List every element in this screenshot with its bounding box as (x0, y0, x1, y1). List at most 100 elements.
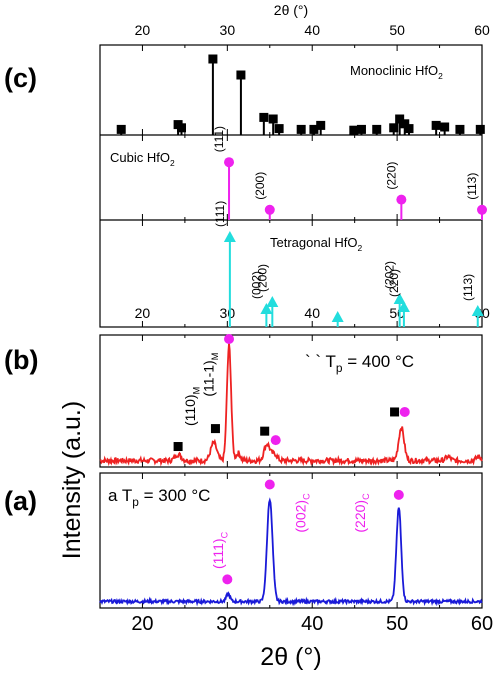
series-b-annotation-1: (11-1)M (201, 353, 220, 397)
ref-monoclinic-name-sub: 2 (438, 71, 443, 81)
tick-label-bottom-40: 40 (301, 613, 323, 635)
ref-monoclinic-marker-18 (431, 120, 441, 130)
tick-label-c3-bottom-30: 30 (220, 305, 236, 321)
tick-label-bottom-60: 60 (471, 613, 493, 635)
series-b-marker-5 (390, 407, 400, 417)
ref-cubic-marker-1 (264, 204, 275, 215)
ref-tetragonal-marker-5 (397, 301, 410, 312)
ref-monoclinic-marker-4 (236, 70, 246, 80)
ref-tetragonal-label-0: (111) (213, 201, 227, 227)
ref-monoclinic-marker-13 (372, 124, 382, 134)
ref-monoclinic-marker-20 (455, 124, 465, 134)
series-b-annotation-1-main: (11-1) (201, 360, 217, 396)
ref-monoclinic-marker-11 (349, 125, 359, 135)
panel-label-c: (c) (4, 63, 37, 93)
measured-patterns: (110)M (11-1)M ` ` Tp = 400 °C(111)C(002)C… (99, 334, 483, 607)
series-a-line (99, 497, 483, 607)
ref-monoclinic-name-main: Monoclinic HfO (350, 63, 438, 78)
tick-label-top-20: 20 (135, 22, 151, 38)
series-b-marker-3 (260, 426, 270, 436)
x-axis-label: 2θ (°) (260, 643, 321, 671)
series-a-legend-sub: p (132, 495, 139, 509)
series-a-annotation-0-sub: C (219, 531, 229, 538)
top-axis-label: 2θ (°) (274, 2, 308, 18)
series-b: (110)M (11-1)M ` ` Tp = 400 °C (99, 334, 483, 467)
ref-tetragonal-name-main: Tetragonal HfO (270, 235, 357, 250)
ref-monoclinic-name: Monoclinic HfO2 (350, 63, 443, 81)
series-b-annotation-0-main: (110) (182, 394, 198, 426)
ref-tetragonal-name-sub: 2 (357, 243, 362, 253)
series-b-marker-1 (210, 424, 220, 434)
ref-tetragonal-name: Tetragonal HfO2 (270, 235, 362, 253)
ref-tetragonal-label-4: (202) (383, 261, 397, 289)
ref-monoclinic-marker-15 (395, 114, 405, 124)
series-a-annotation-1: (002)C (292, 493, 311, 533)
ref-cubic-name-sub: 2 (170, 158, 175, 168)
series-b-marker-6 (399, 406, 410, 417)
series-b-annotation-0-sub: M (191, 387, 201, 395)
ref-tetragonal-marker-0 (223, 231, 236, 242)
series-a-legend-rest: = 300 °C (139, 486, 211, 505)
ref-cubic-name: Cubic HfO2 (110, 150, 175, 168)
ref-cubic-name-main: Cubic HfO (110, 150, 170, 165)
tick-label-bottom-30: 30 (216, 613, 238, 635)
series-b-legend-sub: p (336, 361, 343, 375)
ref-cubic-label-1: (200) (253, 172, 267, 200)
ref-tetragonal-marker-6 (471, 305, 484, 316)
ref-monoclinic: Monoclinic HfO2 (116, 54, 485, 135)
series-a-marker-2 (393, 489, 404, 500)
panel-label-a: (a) (4, 486, 37, 516)
series-b-marker-2 (224, 334, 235, 344)
ref-tetragonal-label-1: (002) (249, 271, 263, 299)
ref-cubic-label-0: (111) (212, 126, 226, 152)
ref-tetragonal-marker-1 (260, 303, 273, 314)
tick-label-top-30: 30 (220, 22, 236, 38)
ref-tetragonal-label-6: (113) (461, 274, 475, 301)
series-b-annotation-1-sub: M (210, 353, 220, 361)
tick-label-top-50: 50 (389, 22, 405, 38)
ref-monoclinic-marker-17 (404, 124, 414, 134)
ref-tetragonal-marker-4 (393, 293, 406, 304)
ref-tetragonal-marker-3 (331, 311, 344, 322)
panel-label-b: (b) (4, 345, 38, 375)
tick-label-top-60: 60 (474, 22, 490, 38)
series-b-annotation-0: (110)M (182, 387, 201, 426)
ref-monoclinic-marker-8 (296, 124, 306, 134)
series-b-marker-0 (173, 442, 183, 452)
ref-cubic-marker-2 (396, 194, 407, 205)
series-a-annotation-2: (220)C (352, 493, 371, 533)
series-a-legend: a Tp = 300 °C (108, 486, 210, 509)
series-b-legend: ` ` Tp = 400 °C (305, 352, 414, 375)
ref-tetragonal-marker-2 (266, 296, 279, 307)
series-a-annotation-1-main: (002) (292, 500, 308, 533)
series-b-legend-rest: = 400 °C (342, 352, 414, 371)
series-a-legend-prefix: a (108, 486, 122, 505)
axes-layer: 203040506020304050602030405060 (99, 22, 493, 635)
ref-monoclinic-marker-10 (316, 120, 326, 130)
series-a-marker-0 (222, 574, 233, 585)
series-b-line (99, 343, 483, 467)
ref-monoclinic-marker-14 (389, 123, 399, 133)
ref-monoclinic-marker-7 (274, 124, 284, 134)
panel-a-frame (99, 472, 483, 609)
ref-monoclinic-marker-6 (268, 114, 278, 124)
tick-label-top-40: 40 (304, 22, 320, 38)
ref-tetragonal-label-2: (200) (255, 264, 269, 292)
ref-tetragonal: Tetragonal HfO2 (111) (002)(200) (202)(220)… (213, 201, 484, 327)
ref-cubic: Cubic HfO2 (111) (200) (220) (113) (110, 126, 487, 220)
series-a-annotation-0-main: (111) (210, 538, 226, 569)
series-b-marker-4 (270, 435, 281, 446)
series-a-annotation-2-main: (220) (352, 500, 368, 533)
ref-cubic-marker-0 (224, 157, 235, 168)
ref-cubic-marker-3 (477, 204, 487, 215)
panel-c-frame (99, 44, 483, 328)
ref-monoclinic-marker-12 (356, 124, 366, 134)
tick-label-bottom-50: 50 (386, 613, 408, 635)
series-a-annotation-1-sub: C (302, 493, 312, 500)
ref-monoclinic-marker-19 (440, 122, 450, 132)
ref-cubic-label-2: (220) (384, 162, 398, 190)
ref-monoclinic-marker-16 (400, 119, 410, 129)
ref-monoclinic-marker-9 (309, 124, 319, 134)
ref-monoclinic-marker-21 (475, 124, 485, 134)
